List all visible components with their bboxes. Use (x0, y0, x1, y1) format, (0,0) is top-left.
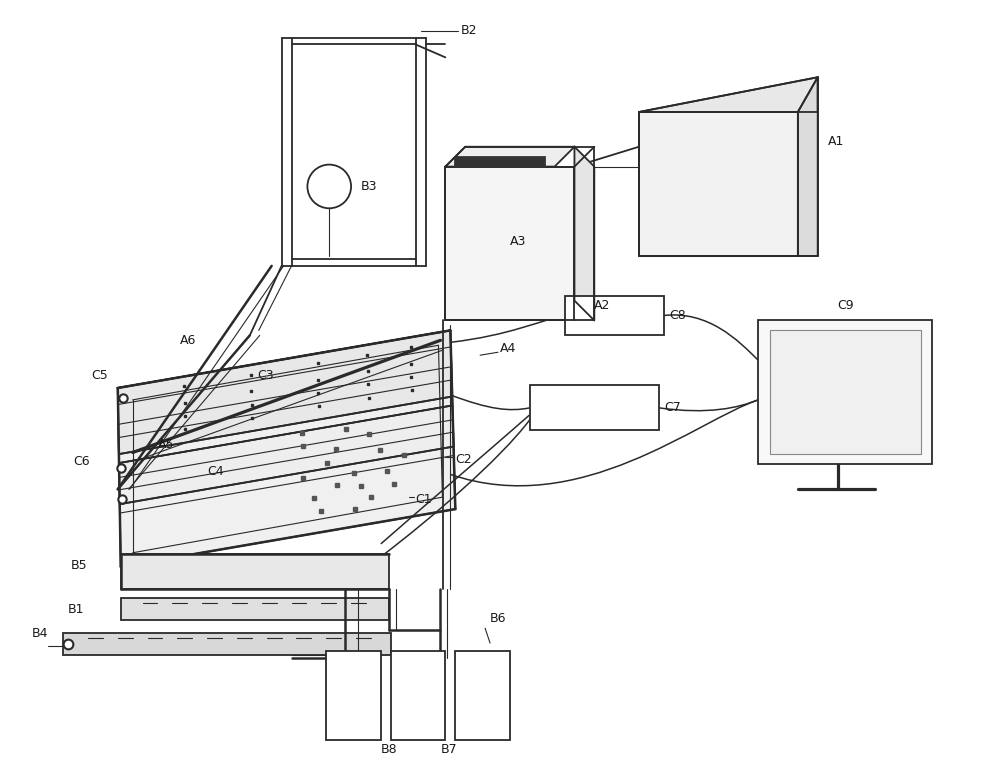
Text: B6: B6 (490, 612, 507, 624)
Text: B2: B2 (460, 24, 477, 37)
Text: C8: C8 (669, 309, 686, 322)
Text: A6: A6 (180, 334, 197, 346)
Bar (455, 651, 510, 741)
Polygon shape (445, 147, 574, 166)
Text: C1: C1 (416, 493, 432, 506)
Text: B7: B7 (440, 743, 457, 756)
Bar (326, 651, 381, 741)
Text: B1: B1 (68, 603, 85, 616)
Polygon shape (118, 330, 452, 454)
Polygon shape (639, 77, 818, 112)
Text: B5: B5 (71, 559, 88, 572)
Bar (530, 385, 659, 430)
Text: B4: B4 (31, 627, 48, 640)
Text: B8: B8 (381, 743, 397, 756)
Text: C5: C5 (91, 369, 108, 382)
Polygon shape (798, 77, 818, 256)
Text: C4: C4 (207, 465, 224, 478)
Polygon shape (119, 406, 454, 504)
Text: C7: C7 (664, 401, 681, 414)
Text: A4: A4 (500, 342, 516, 355)
Text: C2: C2 (455, 453, 472, 466)
Text: A1: A1 (828, 136, 844, 149)
Text: C9: C9 (838, 299, 854, 312)
Text: C3: C3 (257, 369, 273, 382)
Bar (121, 554, 389, 588)
Text: A2: A2 (594, 299, 611, 312)
Polygon shape (118, 330, 455, 567)
Polygon shape (639, 112, 798, 256)
Polygon shape (574, 147, 594, 320)
Bar (770, 330, 921, 454)
Text: B3: B3 (361, 180, 378, 193)
Bar (455, 156, 545, 166)
Text: C6: C6 (73, 455, 90, 468)
Text: A3: A3 (510, 235, 526, 247)
Bar (391, 651, 445, 741)
Bar (445, 166, 574, 320)
Bar (565, 296, 664, 336)
Bar (121, 598, 389, 621)
Bar (758, 320, 932, 464)
Text: A5: A5 (157, 438, 174, 451)
Bar (63, 633, 391, 655)
